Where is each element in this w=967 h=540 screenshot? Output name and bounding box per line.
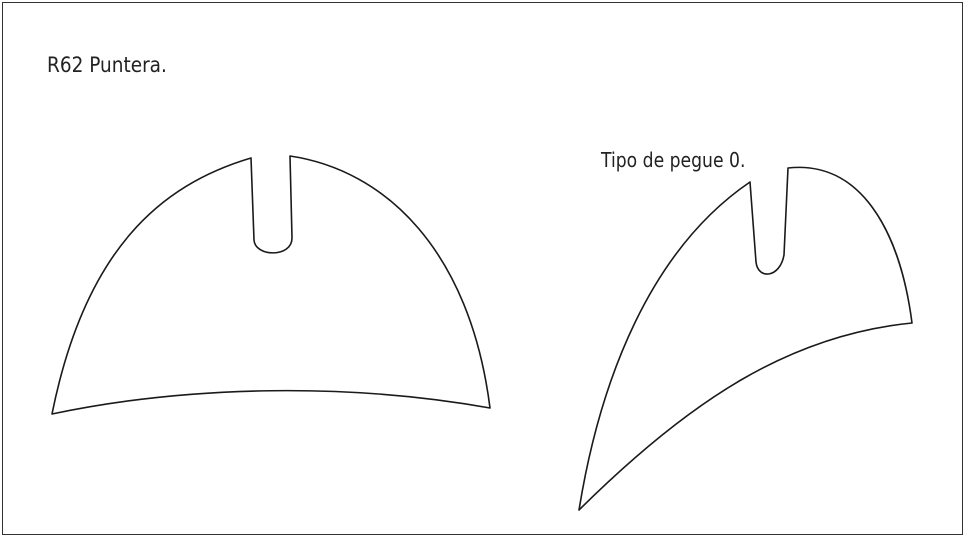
pattern-subtitle: Tipo de pegue 0. [601, 148, 746, 172]
toe-cap-piece-joined [578, 166, 913, 511]
pattern-title: R62 Puntera. [47, 53, 167, 77]
toe-cap-piece-flat [51, 155, 491, 415]
